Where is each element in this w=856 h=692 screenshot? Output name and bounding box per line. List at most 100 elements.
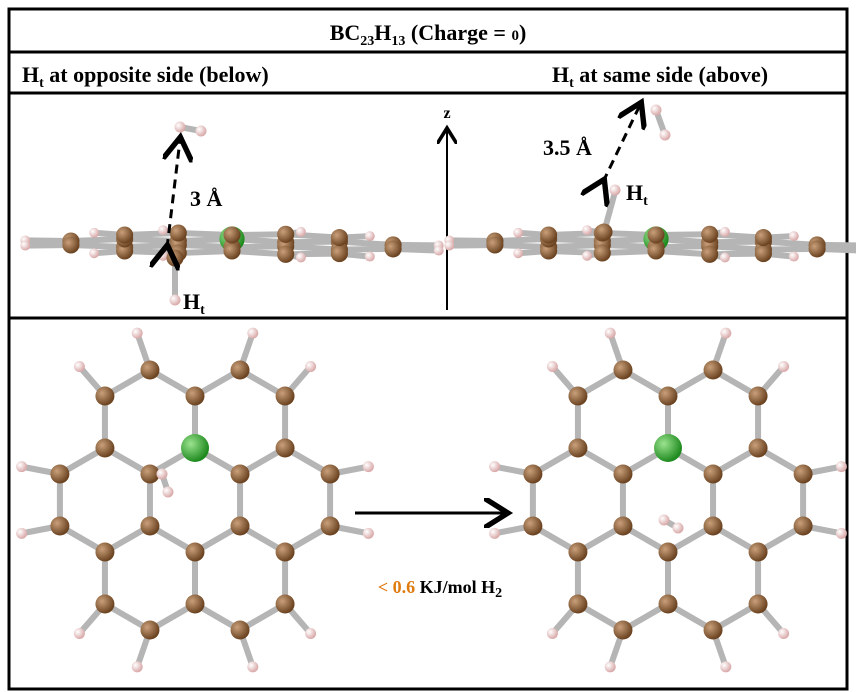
carbon-atom [704, 621, 723, 640]
carbon-atom [568, 595, 587, 614]
carbon-atom [276, 387, 295, 406]
carbon-atom [749, 595, 768, 614]
hydrogen-atom [778, 361, 789, 372]
carbon-atom [704, 361, 723, 380]
carbon-atom [659, 543, 678, 562]
carbon-atom [50, 465, 69, 484]
hydrogen-atom [363, 528, 374, 539]
carbon-atom [231, 465, 250, 484]
carbon-atom [116, 226, 133, 243]
hydrogen-atom [89, 248, 99, 258]
hydrogen-atom [720, 661, 731, 672]
hydrogen-atom [778, 628, 789, 639]
carbon-atom [568, 543, 587, 562]
carbon-atom [277, 226, 294, 243]
hydrogen-atom [605, 661, 616, 672]
carbon-atom [223, 226, 240, 243]
hydrogen-atom [444, 241, 454, 251]
hydrogen-atom [296, 227, 306, 237]
carbon-atom [276, 439, 295, 458]
hydrogen-atom [132, 328, 143, 339]
hydrogen-atom [305, 628, 316, 639]
carbon-atom [613, 517, 632, 536]
carbon-atom [749, 439, 768, 458]
distance-arrow [603, 105, 640, 182]
carbon-atom [659, 387, 678, 406]
hydrogen-atom [16, 461, 27, 472]
hydrogen-atom [175, 122, 186, 133]
carbon-atom [321, 517, 340, 536]
carbon-atom [595, 223, 612, 240]
boron-atom [654, 434, 682, 462]
hydrogen-atom [20, 241, 30, 251]
title: BC23H13 (Charge = 0) [330, 20, 527, 49]
hydrogen-atom [582, 225, 592, 235]
hydrogen-atom [489, 461, 500, 472]
carbon-atom [613, 361, 632, 380]
right-label: Ht at same side (above) [552, 62, 768, 91]
hydrogen-atom [673, 523, 684, 534]
hydrogen-atom [660, 130, 671, 141]
carbon-atom [166, 249, 183, 266]
hydrogen-atom [720, 227, 730, 237]
hydrogen-atom [305, 361, 316, 372]
hydrogen-atom [720, 328, 731, 339]
carbon-atom [276, 543, 295, 562]
hydrogen-atom [513, 248, 523, 258]
carbon-atom [794, 517, 813, 536]
left-distance: 3 Å [190, 186, 223, 211]
carbon-atom [613, 465, 632, 484]
carbon-atom [794, 465, 813, 484]
hydrogen-atom [513, 228, 523, 238]
carbon-atom [659, 595, 678, 614]
right-distance: 3.5 Å [543, 135, 592, 160]
hydrogen-atom [605, 328, 616, 339]
hydrogen-atom [547, 628, 558, 639]
ht-label: Ht [183, 289, 205, 318]
hydrogen-atom [489, 528, 500, 539]
hydrogen-atom [836, 528, 847, 539]
hydrogen-atom [16, 528, 27, 539]
carbon-atom [321, 465, 340, 484]
ht-label: Ht [626, 180, 648, 209]
hydrogen-atom [158, 225, 168, 235]
carbon-atom [95, 387, 114, 406]
carbon-atom [186, 595, 205, 614]
carbon-atom [231, 517, 250, 536]
carbon-atom [95, 543, 114, 562]
carbon-atom [701, 246, 718, 263]
carbon-atom [486, 236, 503, 253]
carbon-atom [385, 240, 402, 257]
carbon-atom [277, 246, 294, 263]
carbon-atom [140, 361, 159, 380]
carbon-atom [755, 245, 772, 262]
carbon-atom [276, 595, 295, 614]
carbon-atom [331, 245, 348, 262]
carbon-atom [647, 242, 664, 259]
carbon-atom [186, 543, 205, 562]
carbon-atom [540, 226, 557, 243]
hydrogen-atom [296, 253, 306, 263]
carbon-atom [568, 387, 587, 406]
carbon-atom [331, 229, 348, 246]
carbon-atom [701, 226, 718, 243]
hydrogen-atom [247, 328, 258, 339]
hydrogen-atom [363, 461, 374, 472]
hydrogen-atom [659, 515, 670, 526]
hydrogen-atom [610, 185, 621, 196]
carbon-atom [140, 517, 159, 536]
carbon-atom [223, 242, 240, 259]
carbon-atom [809, 240, 826, 257]
carbon-atom [50, 517, 69, 536]
carbon-atom [523, 465, 542, 484]
carbon-atom [186, 387, 205, 406]
hydrogen-atom [836, 461, 847, 472]
hydrogen-atom [89, 228, 99, 238]
carbon-atom [704, 517, 723, 536]
hydrogen-atom [789, 252, 799, 262]
carbon-atom [647, 226, 664, 243]
hydrogen-atom [157, 469, 168, 480]
hydrogen-atom [132, 661, 143, 672]
hydrogen-atom [651, 105, 662, 116]
carbon-atom [755, 229, 772, 246]
